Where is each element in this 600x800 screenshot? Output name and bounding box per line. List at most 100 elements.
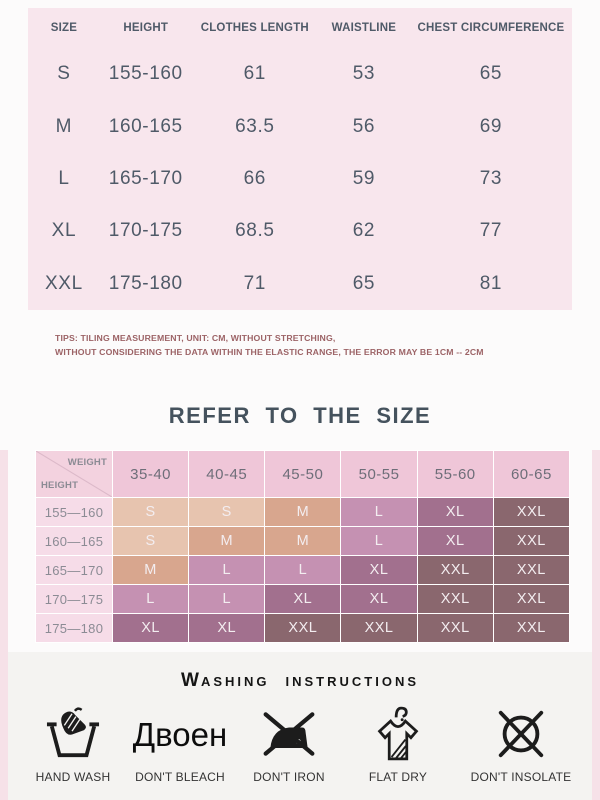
refer-title: REFER TO THE SIZE (168, 403, 432, 428)
matrix-cell: S (111, 526, 190, 556)
matrix-cell: XXL (492, 526, 571, 556)
length-cell: 68.5 (235, 220, 275, 242)
col-header-size: SIZE (50, 22, 78, 34)
matrix-cell: L (340, 497, 418, 527)
matrix-cell: XXL (340, 613, 418, 643)
height-cell: 170-175 (108, 220, 183, 242)
matrix-cell: XXL (264, 613, 342, 643)
waist-cell: 65 (352, 272, 376, 294)
size-cell: L (58, 167, 70, 189)
care-item-dont-iron: DON'T IRON (219, 702, 359, 784)
size-table-panel: SIZE HEIGHT CLOTHES LENGTH WAISTLINE CHE… (28, 8, 572, 310)
table-row: XXL 175-180 71 65 81 (28, 258, 572, 310)
height-row-label: 165—170 (35, 555, 113, 585)
weight-col-header: 40-45 (188, 450, 266, 498)
col-header-waistline: WAISTLINE (331, 22, 397, 34)
height-cell: 160-165 (108, 115, 183, 137)
height-cell: 155-160 (108, 63, 183, 85)
waist-cell: 56 (352, 115, 376, 137)
chest-cell: 77 (479, 220, 503, 242)
size-cell: M (55, 115, 73, 137)
hand-wash-icon (3, 702, 143, 766)
weight-col-header: 45-50 (264, 450, 342, 498)
matrix-cell: XL (340, 584, 418, 614)
care-label: DON'T IRON (253, 770, 325, 784)
height-row-label: 175—180 (35, 613, 113, 643)
col-header-height: HEIGHT (123, 22, 169, 34)
corner-weight-label: WEIGHT (67, 457, 107, 468)
matrix-cell: L (264, 555, 342, 585)
matrix-cell: S (111, 497, 190, 527)
matrix-header-row: WEIGHT HEIGHT 35-40 40-45 45-50 50-55 55… (35, 450, 571, 498)
matrix-cell: XL (111, 613, 190, 643)
matrix-cell: XL (188, 613, 266, 643)
care-item-dont-insolate: DON'T INSOLATE (446, 702, 596, 784)
matrix-cell: M (111, 555, 190, 585)
washing-instructions-section: WASHING INSTRUCTIONS HAND WASH Двоен (8, 652, 592, 800)
diagonal-divider (36, 451, 112, 497)
length-cell: 71 (243, 272, 266, 294)
height-row-label: 160—165 (35, 526, 113, 556)
height-cell: 175-180 (108, 272, 183, 294)
matrix-cell: XXL (416, 555, 494, 585)
matrix-row: 155—160 S S M L XL XXL (35, 497, 571, 527)
matrix-cell: XXL (416, 584, 494, 614)
right-border-strip (592, 450, 600, 800)
chest-cell: 69 (479, 115, 503, 137)
weight-col-header: 55-60 (416, 450, 494, 498)
table-row: XL 170-175 68.5 62 77 (28, 205, 572, 257)
matrix-cell: M (188, 526, 266, 556)
matrix-cell: L (188, 584, 266, 614)
size-table-header-row: SIZE HEIGHT CLOTHES LENGTH WAISTLINE CHE… (28, 8, 572, 48)
tips-note: TIPS: TILING MEASUREMENT, UNIT: CM, WITH… (55, 332, 555, 359)
col-header-clothes-length: CLOTHES LENGTH (200, 22, 309, 34)
washing-title-rest: ASHING (200, 674, 270, 689)
matrix-cell: XL (416, 526, 494, 556)
matrix-cell: XL (416, 497, 494, 527)
care-item-flat-dry: FLAT DRY (328, 702, 468, 784)
size-cell: S (57, 63, 71, 85)
dont-insolate-icon (446, 702, 596, 766)
height-row-label: 170—175 (35, 584, 113, 614)
matrix-corner-cell: WEIGHT HEIGHT (35, 450, 113, 498)
care-label: DON'T BLEACH (135, 770, 225, 784)
matrix-cell: XXL (492, 584, 571, 614)
table-row: S 155-160 61 53 65 (28, 48, 572, 100)
length-cell: 66 (243, 167, 266, 189)
length-cell: 63.5 (235, 115, 275, 137)
flat-dry-icon (328, 702, 468, 766)
matrix-cell: XXL (492, 497, 571, 527)
matrix-cell: S (188, 497, 266, 527)
matrix-cell: XL (264, 584, 342, 614)
size-table: SIZE HEIGHT CLOTHES LENGTH WAISTLINE CHE… (28, 8, 572, 310)
tips-line-2: WITHOUT CONSIDERING THE DATA WITHIN THE … (55, 346, 484, 357)
care-label: HAND WASH (35, 770, 111, 784)
table-row: L 165-170 66 59 73 (28, 153, 572, 205)
table-row: M 160-165 63.5 56 69 (28, 100, 572, 152)
washing-title-word2: INSTRUCTIONS (285, 674, 419, 689)
dont-bleach-text: Двоен (110, 702, 250, 766)
matrix-cell: M (264, 497, 342, 527)
bleach-placeholder-text: Двоен (132, 715, 228, 753)
length-cell: 61 (243, 63, 266, 85)
weight-height-matrix: WEIGHT HEIGHT 35-40 40-45 45-50 50-55 55… (35, 450, 571, 643)
chest-cell: 73 (479, 167, 503, 189)
care-item-hand-wash: HAND WASH (3, 702, 143, 784)
waist-cell: 53 (352, 63, 376, 85)
care-label: FLAT DRY (368, 770, 428, 784)
waist-cell: 59 (352, 167, 376, 189)
tips-line-1: TIPS: TILING MEASUREMENT, UNIT: CM, WITH… (55, 333, 336, 343)
matrix-cell: L (188, 555, 266, 585)
washing-title-initial: W (181, 670, 201, 691)
height-cell: 165-170 (108, 167, 183, 189)
matrix-cell: L (111, 584, 190, 614)
size-cell: XL (51, 220, 77, 242)
matrix-row: 165—170 M L L XL XXL XXL (35, 555, 571, 585)
matrix-row: 170—175 L L XL XL XXL XXL (35, 584, 571, 614)
chest-cell: 65 (479, 63, 503, 85)
matrix-cell: XL (340, 555, 418, 585)
waist-cell: 62 (352, 220, 376, 242)
matrix-cell: XXL (492, 555, 571, 585)
col-header-chest: CHEST CIRCUMFERENCE (417, 22, 565, 34)
matrix-cell: XXL (492, 613, 571, 643)
